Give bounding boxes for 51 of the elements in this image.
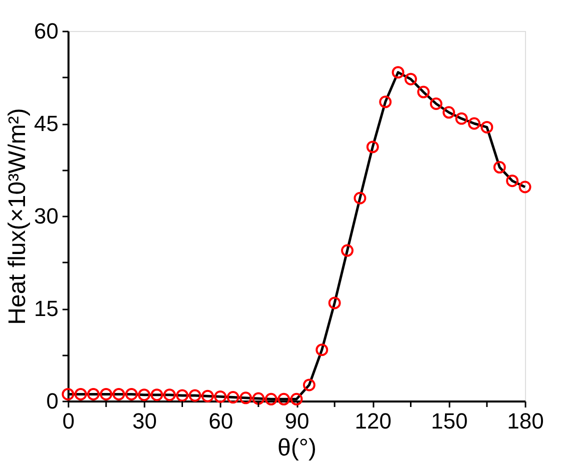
y-tick-label: 45	[34, 111, 58, 136]
point	[430, 98, 442, 110]
point	[506, 174, 519, 188]
point	[455, 112, 468, 125]
point	[214, 390, 227, 403]
point	[392, 66, 404, 79]
point	[341, 244, 354, 257]
point	[62, 388, 74, 400]
point	[176, 389, 188, 402]
point	[150, 388, 164, 402]
point	[328, 296, 341, 310]
point	[125, 388, 138, 400]
y-axis-title: Heat flux(×10³W/m²)	[4, 108, 32, 325]
y-tick-label: 60	[34, 18, 58, 44]
x-tick-label: 120	[354, 408, 392, 434]
point	[316, 344, 328, 356]
x-tick-label: 60	[208, 408, 234, 434]
x-tick-label: 90	[284, 408, 310, 434]
point	[404, 72, 417, 86]
x-tick-label: 0	[62, 408, 75, 434]
point	[226, 391, 240, 404]
x-tick-label: 180	[507, 408, 544, 434]
point	[264, 392, 278, 406]
point	[252, 392, 265, 405]
point	[138, 388, 150, 402]
point	[290, 392, 303, 406]
point	[480, 120, 494, 134]
y-tick-label: 15	[34, 296, 58, 321]
point	[163, 388, 176, 402]
point	[366, 140, 379, 154]
point	[417, 86, 430, 98]
point	[518, 180, 532, 194]
x-tick-label: 150	[430, 408, 468, 434]
point	[74, 388, 87, 400]
point	[379, 96, 392, 108]
point	[239, 392, 252, 404]
point	[278, 392, 290, 406]
y-tick-label: 30	[34, 204, 58, 228]
y-tick-label: 0	[46, 388, 58, 414]
point	[493, 161, 506, 174]
point	[87, 388, 100, 400]
point	[468, 117, 480, 130]
x-axis-title: θ(°)	[278, 434, 316, 462]
point	[302, 378, 316, 392]
point	[100, 388, 112, 400]
point	[354, 192, 366, 204]
point	[112, 388, 126, 400]
point	[442, 106, 456, 119]
point	[188, 389, 202, 402]
x-tick-label: 30	[132, 408, 157, 434]
point	[201, 390, 214, 402]
